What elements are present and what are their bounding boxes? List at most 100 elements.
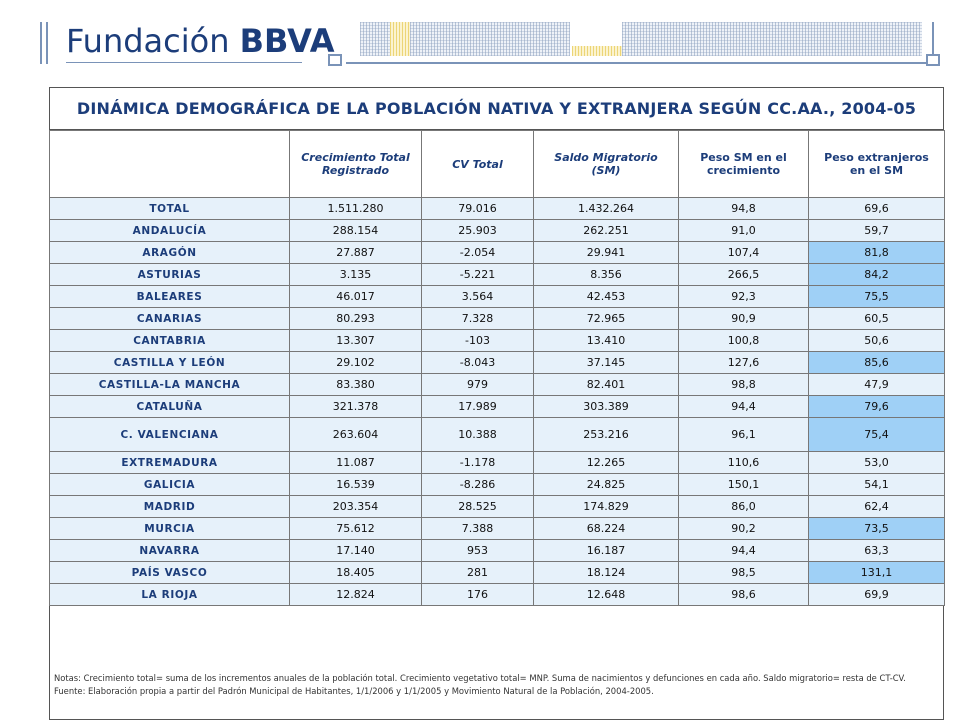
table-row: MADRID 203.354 28.525 174.829 86,0 62,4 — [49, 495, 945, 518]
table-row: CASTILLA-LA MANCHA 83.380 979 82.401 98,8 47,… — [49, 373, 945, 396]
region-cell: BALEARES — [49, 285, 290, 308]
table-row: C. VALENCIANA 263.604 10.388 253.216 96,1 75,… — [49, 417, 945, 452]
peso-ext-cell: 85,6 — [808, 351, 945, 374]
peso-sm-cell: 127,6 — [678, 351, 809, 374]
saldo-cell: 253.216 — [533, 417, 679, 452]
table-row: CANARIAS 80.293 7.328 72.965 90,9 60,5 — [49, 307, 945, 330]
column-header-region — [49, 130, 290, 198]
column-header-peso-sm: Peso SM en el crecimiento — [678, 130, 809, 198]
saldo-cell: 37.145 — [533, 351, 679, 374]
peso-ext-cell: 81,8 — [808, 241, 945, 264]
peso-ext-cell: 131,1 — [808, 561, 945, 584]
cv-cell: -1.178 — [421, 451, 534, 474]
region-cell: MADRID — [49, 495, 290, 518]
column-header-cv: CV Total — [421, 130, 534, 198]
table-row: EXTREMADURA 11.087 -1.178 12.265 110,6 53,0 — [49, 451, 945, 474]
brand-logo: Fundación BBVA — [66, 22, 335, 60]
peso-sm-cell: 90,2 — [678, 517, 809, 540]
peso-sm-cell: 266,5 — [678, 263, 809, 286]
region-cell: TOTAL — [49, 197, 290, 220]
peso-sm-cell: 94,8 — [678, 197, 809, 220]
brand-name-regular: Fundación — [66, 22, 240, 60]
cv-cell: 979 — [421, 373, 534, 396]
crecimiento-cell: 1.511.280 — [289, 197, 422, 220]
saldo-cell: 82.401 — [533, 373, 679, 396]
crecimiento-cell: 11.087 — [289, 451, 422, 474]
region-cell: MURCIA — [49, 517, 290, 540]
crecimiento-cell: 75.612 — [289, 517, 422, 540]
brand-name-bold: BBVA — [239, 22, 335, 60]
cv-cell: 176 — [421, 583, 534, 606]
crecimiento-cell: 13.307 — [289, 329, 422, 352]
table-row: BALEARES 46.017 3.564 42.453 92,3 75,5 — [49, 285, 945, 308]
peso-ext-cell: 75,4 — [808, 417, 945, 452]
peso-ext-cell: 59,7 — [808, 219, 945, 242]
region-cell: CANARIAS — [49, 307, 290, 330]
crecimiento-cell: 16.539 — [289, 473, 422, 496]
peso-sm-cell: 107,4 — [678, 241, 809, 264]
crecimiento-cell: 18.405 — [289, 561, 422, 584]
decorative-line — [346, 62, 926, 64]
saldo-cell: 8.356 — [533, 263, 679, 286]
table-row: CASTILLA Y LEÓN 29.102 -8.043 37.145 127,6 85… — [49, 351, 945, 374]
peso-ext-cell: 69,6 — [808, 197, 945, 220]
table-row: MURCIA 75.612 7.388 68.224 90,2 73,5 — [49, 517, 945, 540]
peso-sm-cell: 96,1 — [678, 417, 809, 452]
peso-ext-cell: 54,1 — [808, 473, 945, 496]
title-divider — [49, 129, 944, 130]
region-cell: GALICIA — [49, 473, 290, 496]
cv-cell: 3.564 — [421, 285, 534, 308]
cv-cell: -5.221 — [421, 263, 534, 286]
crecimiento-cell: 12.824 — [289, 583, 422, 606]
cv-cell: 17.989 — [421, 395, 534, 418]
peso-ext-cell: 69,9 — [808, 583, 945, 606]
region-cell: ASTURIAS — [49, 263, 290, 286]
region-cell: NAVARRA — [49, 539, 290, 562]
peso-sm-cell: 92,3 — [678, 285, 809, 308]
saldo-cell: 13.410 — [533, 329, 679, 352]
peso-ext-cell: 50,6 — [808, 329, 945, 352]
cv-cell: 7.388 — [421, 517, 534, 540]
column-header-crecimiento: Crecimiento Total Registrado — [289, 130, 422, 198]
region-cell: EXTREMADURA — [49, 451, 290, 474]
cv-cell: 25.903 — [421, 219, 534, 242]
crecimiento-cell: 80.293 — [289, 307, 422, 330]
saldo-cell: 303.389 — [533, 395, 679, 418]
saldo-cell: 1.432.264 — [533, 197, 679, 220]
peso-ext-cell: 47,9 — [808, 373, 945, 396]
peso-sm-cell: 150,1 — [678, 473, 809, 496]
header-bar — [46, 22, 48, 64]
decorative-box — [926, 54, 940, 66]
decorative-strip — [622, 22, 922, 56]
table-row: CANTABRIA 13.307 -103 13.410 100,8 50,6 — [49, 329, 945, 352]
peso-sm-cell: 98,8 — [678, 373, 809, 396]
peso-sm-cell: 98,5 — [678, 561, 809, 584]
peso-ext-cell: 73,5 — [808, 517, 945, 540]
peso-ext-cell: 75,5 — [808, 285, 945, 308]
cv-cell: -8.043 — [421, 351, 534, 374]
region-cell: CASTILLA Y LEÓN — [49, 351, 290, 374]
crecimiento-cell: 321.378 — [289, 395, 422, 418]
peso-sm-cell: 94,4 — [678, 395, 809, 418]
logo-underline — [66, 62, 302, 63]
table-row: GALICIA 16.539 -8.286 24.825 150,1 54,1 — [49, 473, 945, 496]
saldo-cell: 42.453 — [533, 285, 679, 308]
saldo-cell: 262.251 — [533, 219, 679, 242]
peso-ext-cell: 62,4 — [808, 495, 945, 518]
column-header-peso-ext: Peso extranjeros en el SM — [808, 130, 945, 198]
column-header-saldo: Saldo Migratorio (SM) — [533, 130, 679, 198]
cv-cell: 79.016 — [421, 197, 534, 220]
region-cell: ANDALUCÍA — [49, 219, 290, 242]
header-row: Crecimiento Total Registrado CV Total Sa… — [49, 130, 945, 198]
table-row: ARAGÓN 27.887 -2.054 29.941 107,4 81,8 — [49, 241, 945, 264]
peso-ext-cell: 63,3 — [808, 539, 945, 562]
source-text: Fuente: Elaboración propia a partir del … — [54, 686, 654, 696]
table-row: LA RIOJA 12.824 176 12.648 98,6 69,9 — [49, 583, 945, 606]
region-cell: CANTABRIA — [49, 329, 290, 352]
cv-cell: -2.054 — [421, 241, 534, 264]
peso-sm-cell: 90,9 — [678, 307, 809, 330]
data-table: Crecimiento Total Registrado CV Total Sa… — [49, 130, 945, 606]
cv-cell: 10.388 — [421, 417, 534, 452]
peso-sm-cell: 94,4 — [678, 539, 809, 562]
table-row: ASTURIAS 3.135 -5.221 8.356 266,5 84,2 — [49, 263, 945, 286]
